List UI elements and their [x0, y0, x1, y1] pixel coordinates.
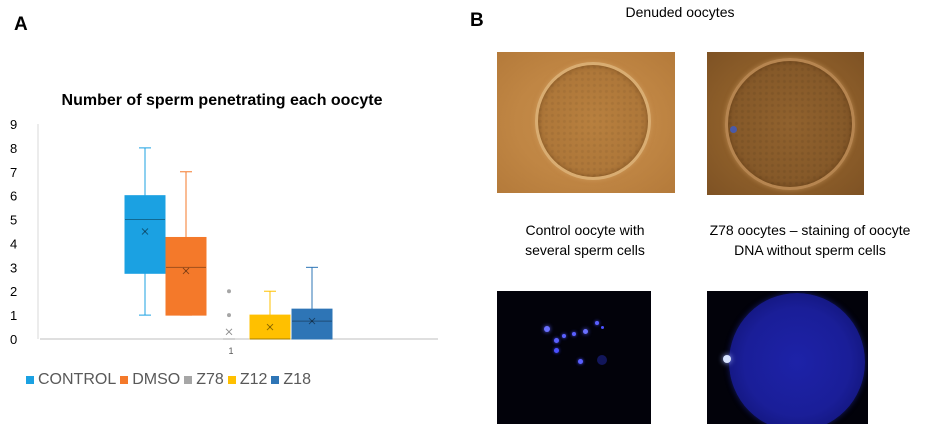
legend-label: CONTROL [38, 371, 117, 388]
legend-swatch [227, 376, 236, 384]
box-z18 [291, 266, 333, 340]
z78-oocyte-caption: Z78 oocytes – staining of oocyte DNA wit… [672, 220, 948, 260]
sperm-spot [578, 359, 583, 364]
sperm-spot [554, 348, 559, 353]
boxes [124, 147, 333, 340]
legend-swatch [271, 376, 280, 384]
legend-label: Z18 [283, 371, 311, 388]
panel-label-a: A [14, 14, 28, 35]
mean-marker [141, 228, 149, 235]
z78-caption-line-2: DNA without sperm cells [734, 242, 886, 258]
legend-item-z18: Z18 [271, 371, 311, 389]
dna-spot [730, 126, 737, 133]
y-tick-label: 7 [10, 165, 17, 180]
oocyte-shape [725, 58, 855, 190]
y-tick-label: 4 [10, 236, 17, 251]
mean-marker [266, 323, 274, 331]
box-body [291, 308, 333, 340]
y-tick-label: 5 [10, 213, 17, 228]
mean-marker [308, 317, 316, 325]
outlier-point [227, 289, 231, 294]
mean-marker [308, 317, 316, 325]
sperm-spot [572, 332, 576, 336]
sperm-spot [583, 329, 588, 334]
y-tick-label: 3 [10, 260, 17, 275]
legend-swatch [184, 376, 193, 384]
box-body [249, 314, 291, 340]
sperm-spot [562, 334, 566, 338]
legend-swatch [120, 376, 129, 384]
y-tick-label: 1 [10, 308, 17, 323]
box-control [124, 147, 166, 316]
oocyte-shape [535, 62, 651, 180]
box-body [165, 236, 207, 316]
legend-label: Z12 [239, 371, 268, 388]
y-tick-label: 6 [10, 189, 17, 204]
mean-marker [266, 323, 274, 331]
legend-swatch [26, 376, 34, 384]
sperm-spot [595, 321, 599, 325]
chart-legend: CONTROL DMSO Z78 Z12 Z18 [26, 371, 315, 389]
mean-marker [182, 267, 190, 275]
legend-item-z12: Z12 [227, 371, 268, 389]
z78-denuded-oocyte-image [707, 52, 864, 195]
y-tick-label: 8 [10, 141, 17, 156]
legend-label: DMSO [132, 371, 181, 388]
legend-item-control: CONTROL [26, 371, 116, 389]
z78-caption-line-1: Z78 oocytes – staining of oocyte [709, 222, 911, 238]
mean-marker [182, 267, 190, 275]
sperm-spot [544, 326, 550, 332]
box-body [124, 195, 166, 274]
control-caption-line-2: several sperm cells [525, 242, 645, 258]
box-z78 [223, 289, 235, 340]
legend-label: Z78 [196, 371, 224, 388]
control-fluorescence-image [497, 291, 651, 424]
box-plot-chart: Number of sperm penetrating each oocyte … [10, 92, 438, 356]
sperm-spot [554, 338, 559, 343]
chart-title: Number of sperm penetrating each oocyte [62, 92, 383, 109]
box-z12 [249, 290, 291, 340]
faint-spot [597, 355, 607, 365]
panel-label-b: B [470, 10, 484, 31]
mean-marker [141, 228, 149, 235]
legend-item-z78: Z78 [184, 371, 224, 389]
box-dmso [165, 171, 207, 316]
y-tick-label: 2 [10, 284, 17, 299]
dna-bright-spot [723, 355, 731, 363]
sperm-spot [601, 326, 604, 329]
mean-marker [225, 328, 233, 336]
denuded-oocytes-title: Denuded oocytes [625, 4, 735, 20]
control-oocyte-caption: Control oocyte with several sperm cells [470, 220, 700, 260]
control-caption-line-1: Control oocyte with [525, 222, 645, 238]
z78-fluorescence-image [707, 291, 868, 424]
outlier-point [227, 313, 231, 318]
y-tick-label: 9 [10, 117, 17, 132]
x-category-label: 1 [228, 346, 233, 356]
y-tick-label: 0 [10, 332, 17, 347]
control-denuded-oocyte-image [497, 52, 675, 193]
oocyte-dna-stain [729, 293, 865, 424]
y-axis: 0 1 2 3 4 5 6 7 8 9 1 [10, 117, 438, 356]
legend-item-dmso: DMSO [120, 371, 180, 389]
